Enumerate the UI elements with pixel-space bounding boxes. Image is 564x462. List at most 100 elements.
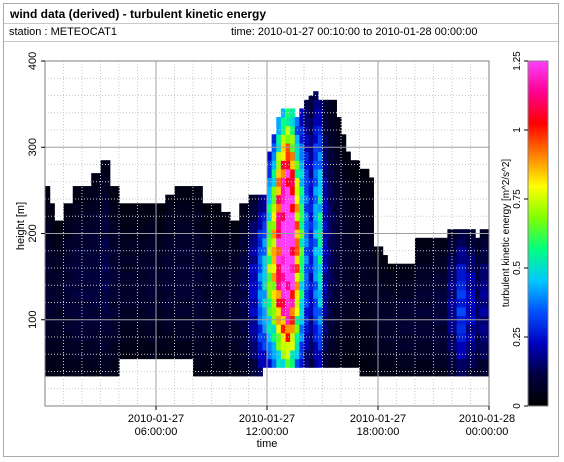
heatmap-cell — [479, 255, 489, 265]
heatmap-cell — [327, 99, 333, 110]
heatmap-cell — [479, 324, 489, 334]
heatmap-cell — [415, 306, 435, 317]
heatmap-cell — [465, 367, 476, 377]
heatmap-cell — [202, 211, 222, 222]
heatmap-cell — [49, 263, 55, 273]
heatmap-cell — [72, 367, 92, 377]
time-range-label: time: 2010-01-27 00:10:00 to 2010-01-28 … — [231, 26, 478, 38]
heatmap-cell — [447, 289, 458, 299]
heatmap-cell — [156, 280, 166, 291]
heatmap-cell — [336, 168, 342, 179]
heatmap-cell — [294, 220, 300, 230]
heatmap-cell — [271, 160, 277, 170]
heatmap-cell — [267, 151, 273, 161]
heatmap-cell — [230, 255, 240, 265]
heatmap-cell — [280, 203, 287, 213]
heatmap-cell — [304, 272, 310, 282]
heatmap-cell — [109, 186, 120, 196]
heatmap-cell — [193, 203, 203, 213]
heatmap-cell — [313, 117, 319, 127]
heatmap-cell — [91, 341, 102, 351]
heatmap-cell — [146, 246, 157, 256]
heatmap-cell — [119, 237, 139, 248]
heatmap-cell — [267, 289, 273, 299]
heatmap-cell — [331, 306, 337, 317]
heatmap-cell — [72, 237, 92, 248]
heatmap-cell — [262, 341, 268, 351]
heatmap-cell — [350, 220, 361, 230]
heatmap-cell — [308, 160, 314, 170]
heatmap-cell — [54, 324, 65, 334]
heatmap-cell — [280, 324, 287, 334]
heatmap-cell — [308, 298, 314, 308]
heatmap-cell — [368, 255, 374, 265]
x-tick-label-date: 2010-01-27 — [350, 413, 406, 425]
heatmap-cell — [280, 332, 287, 342]
heatmap-cell — [479, 332, 489, 342]
heatmap-cell — [45, 324, 51, 334]
heatmap-cell — [109, 272, 120, 282]
heatmap-cell — [248, 289, 259, 299]
heatmap-cell — [299, 341, 305, 351]
heatmap-cell — [137, 263, 148, 273]
heatmap-cell — [341, 168, 347, 179]
heatmap-cell — [327, 332, 333, 342]
heatmap-cell — [299, 194, 305, 204]
heatmap-cell — [387, 298, 398, 308]
heatmap-cell — [193, 263, 203, 273]
heatmap-cell — [146, 341, 157, 351]
heatmap-cell — [230, 324, 240, 334]
heatmap-cell — [331, 177, 337, 187]
heatmap-cell — [271, 168, 277, 179]
heatmap-cell — [304, 306, 310, 317]
heatmap-cell — [479, 306, 489, 317]
heatmap-cell — [239, 255, 250, 265]
heatmap-cell — [359, 349, 370, 360]
heatmap-cell — [63, 203, 74, 213]
heatmap-cell — [165, 203, 176, 213]
heatmap-cell — [350, 306, 361, 317]
heatmap-cell — [137, 246, 148, 256]
heatmap-cell — [317, 194, 324, 204]
heatmap-cell — [475, 272, 481, 282]
heatmap-cell — [368, 186, 374, 196]
heatmap-cell — [49, 289, 55, 299]
heatmap-cell — [359, 272, 370, 282]
heatmap-cell — [299, 108, 305, 118]
heatmap-cell — [368, 358, 374, 368]
heatmap-cell — [290, 108, 296, 118]
heatmap-cell — [479, 289, 489, 299]
heatmap-cell — [456, 324, 467, 334]
heatmap-cell — [63, 211, 74, 222]
heatmap-cell — [280, 255, 287, 265]
heatmap-cell — [331, 358, 337, 368]
heatmap-cell — [368, 332, 374, 342]
heatmap-cell — [262, 358, 268, 368]
heatmap-cell — [308, 99, 314, 110]
heatmap-cell — [327, 358, 333, 368]
heatmap-cell — [322, 177, 328, 187]
heatmap-cell — [49, 220, 55, 230]
heatmap-cell — [327, 324, 333, 334]
heatmap-cell — [368, 237, 374, 248]
heatmap-cell — [280, 134, 287, 144]
heatmap-cell — [276, 306, 282, 317]
heatmap-cell — [267, 349, 273, 360]
heatmap-cell — [220, 220, 231, 230]
heatmap-cell — [308, 255, 314, 265]
heatmap-cell — [447, 306, 458, 317]
heatmap-cell — [433, 246, 448, 256]
heatmap-cell — [368, 220, 374, 230]
heatmap-cell — [156, 211, 166, 222]
heatmap-cell — [341, 289, 347, 299]
heatmap-cell — [174, 349, 194, 360]
heatmap-cell — [322, 117, 328, 127]
heatmap-cell — [308, 306, 314, 317]
heatmap-cell — [239, 211, 250, 222]
heatmap-cell — [257, 272, 263, 282]
heatmap-cell — [257, 341, 263, 351]
heatmap-cell — [368, 289, 374, 299]
heatmap-cell — [308, 358, 314, 368]
heatmap-cell — [109, 324, 120, 334]
heatmap-cell — [156, 341, 166, 351]
